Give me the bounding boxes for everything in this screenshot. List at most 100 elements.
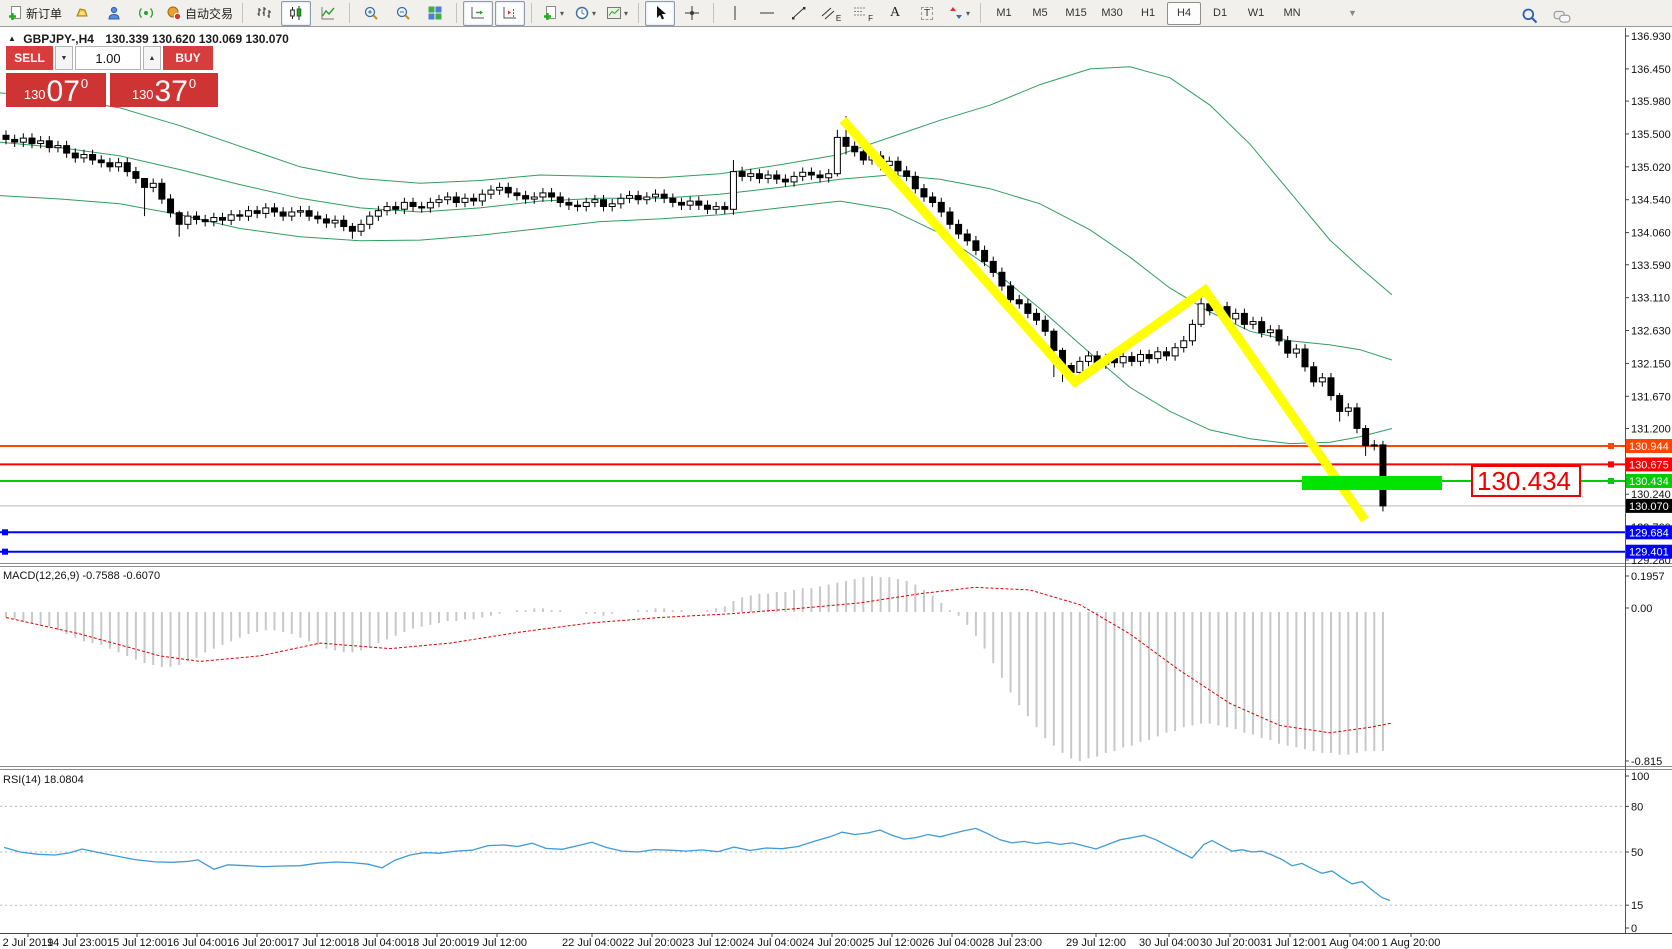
time-label: 1 Aug 20:00: [1382, 937, 1441, 949]
candle: [660, 193, 668, 199]
timeframe-h4-button[interactable]: H4: [1167, 1, 1202, 25]
volume-input[interactable]: 1.00: [75, 46, 141, 70]
timeframe-m30-button[interactable]: M30: [1101, 7, 1123, 19]
candle: [591, 199, 599, 203]
timeframe-m15-button[interactable]: M15: [1065, 7, 1087, 19]
trendline-zigzag[interactable]: [839, 117, 1369, 523]
line-chart-button[interactable]: [313, 1, 343, 26]
text-tool-button[interactable]: A: [880, 1, 910, 26]
search-icon: [1522, 8, 1538, 23]
candle: [972, 240, 980, 251]
timeframe-w1-button[interactable]: W1: [1247, 7, 1265, 19]
new-order-button[interactable]: 新订单: [4, 1, 65, 26]
candle: [747, 173, 755, 177]
candle: [1024, 303, 1032, 314]
hline-handle[interactable]: [2, 548, 8, 555]
candle: [1076, 360, 1084, 373]
candle: [244, 210, 252, 217]
candle: [227, 214, 235, 221]
zoom-in-button[interactable]: [356, 1, 386, 26]
rsi-line: [3, 827, 1391, 902]
timeframe-mn-button[interactable]: MN: [1283, 7, 1301, 19]
candle: [1310, 366, 1318, 383]
auto-scroll-button[interactable]: [463, 0, 494, 26]
volume-increase-button[interactable]: ▲: [143, 46, 161, 70]
trendline-tool-button[interactable]: [784, 1, 814, 26]
chart-shift-button[interactable]: [495, 0, 526, 26]
price-tick-label: 133.110: [1631, 293, 1670, 305]
cursor-tool-button[interactable]: [645, 0, 676, 26]
candle: [115, 162, 123, 168]
community-button[interactable]: [99, 1, 129, 26]
hline-handle[interactable]: [1608, 478, 1614, 484]
candle: [721, 206, 729, 210]
crosshair-tool-button[interactable]: [677, 1, 707, 26]
candle: [1336, 395, 1344, 412]
candle: [132, 171, 140, 179]
timeframe-h1-button[interactable]: H1: [1141, 7, 1156, 19]
tile-windows-button[interactable]: [420, 1, 450, 26]
candle: [71, 152, 79, 159]
text-label-tool-button[interactable]: T: [912, 1, 942, 26]
buy-button[interactable]: BUY: [163, 46, 213, 70]
toolbar-separator: [638, 3, 640, 23]
macd-tick-label: 0.00: [1631, 603, 1652, 615]
arrows-tool-button[interactable]: ▾: [944, 1, 974, 26]
candle: [955, 223, 963, 235]
rsi-indicator-label: RSI(14) 18.0804: [3, 774, 84, 786]
time-label: 30 Jul 20:00: [1200, 937, 1260, 949]
timeframe-d1-button[interactable]: D1: [1213, 7, 1228, 19]
crosshair-icon: [685, 6, 700, 20]
periods-button[interactable]: ▾: [570, 1, 600, 26]
support-level-price-label[interactable]: 130.434: [1471, 465, 1581, 497]
sell-button[interactable]: SELL: [6, 46, 53, 70]
channel-tool-button[interactable]: E: [816, 1, 846, 26]
price-tag: 129.401: [1629, 547, 1669, 559]
candle: [825, 173, 833, 179]
auto-trading-button[interactable]: 自动交易: [163, 1, 236, 26]
candle: [470, 197, 478, 202]
new-chart-button[interactable]: ▾: [538, 1, 568, 26]
toolbar-overflow-icon[interactable]: ▼: [1348, 8, 1357, 18]
time-label: 31 Jul 12:00: [1260, 937, 1320, 949]
search-button[interactable]: [1515, 3, 1545, 28]
hline-handle[interactable]: [2, 529, 8, 536]
candlestick-chart-button[interactable]: [281, 0, 312, 26]
timeframe-m5-button[interactable]: M5: [1032, 7, 1048, 19]
price-tick-label: 130.240: [1631, 489, 1671, 501]
timeframe-m1-button[interactable]: M1: [996, 7, 1012, 19]
bar-chart-button[interactable]: [249, 1, 279, 26]
templates-button[interactable]: ▾: [602, 1, 632, 26]
time-label: 22 Jul 04:00: [562, 937, 622, 949]
support-highlight-rect[interactable]: [1302, 476, 1442, 490]
candle: [1119, 356, 1127, 364]
hline-handle[interactable]: [1608, 443, 1614, 449]
hline-handle[interactable]: [1608, 461, 1614, 468]
candle: [201, 219, 209, 223]
sell-price-display[interactable]: 130 07 0: [6, 73, 106, 107]
price-tag-bg: [1626, 473, 1672, 488]
zoom-out-button[interactable]: [388, 1, 418, 26]
price-tick-label: 136.930: [1631, 31, 1671, 43]
axis-layer: 136.930 136.450 135.980 135.500 135.020 134.5…: [0, 28, 1672, 949]
candle: [305, 210, 313, 217]
time-label: 15 Jul 12:00: [107, 937, 167, 949]
vertical-line-tool-button[interactable]: [720, 1, 750, 26]
signals-button[interactable]: [131, 1, 161, 26]
price-tag-bg: [1626, 457, 1672, 472]
time-label: 14 Jul 23:00: [47, 937, 107, 949]
candle: [418, 206, 426, 209]
candle: [1232, 312, 1240, 320]
fibonacci-tool-button[interactable]: F: [848, 1, 878, 26]
candle: [1154, 351, 1162, 360]
overlay-layer[interactable]: [839, 117, 1442, 523]
market-button[interactable]: [67, 1, 97, 26]
horizontal-line-tool-button[interactable]: [752, 1, 782, 26]
volume-decrease-button[interactable]: ▼: [55, 46, 73, 70]
price-tick-label: 136.450: [1631, 64, 1671, 76]
current-price-tag-bg: [1626, 498, 1672, 513]
buy-price-display[interactable]: 130 37 0: [110, 73, 218, 107]
chat-button[interactable]: [1547, 4, 1577, 29]
candle: [799, 171, 807, 177]
